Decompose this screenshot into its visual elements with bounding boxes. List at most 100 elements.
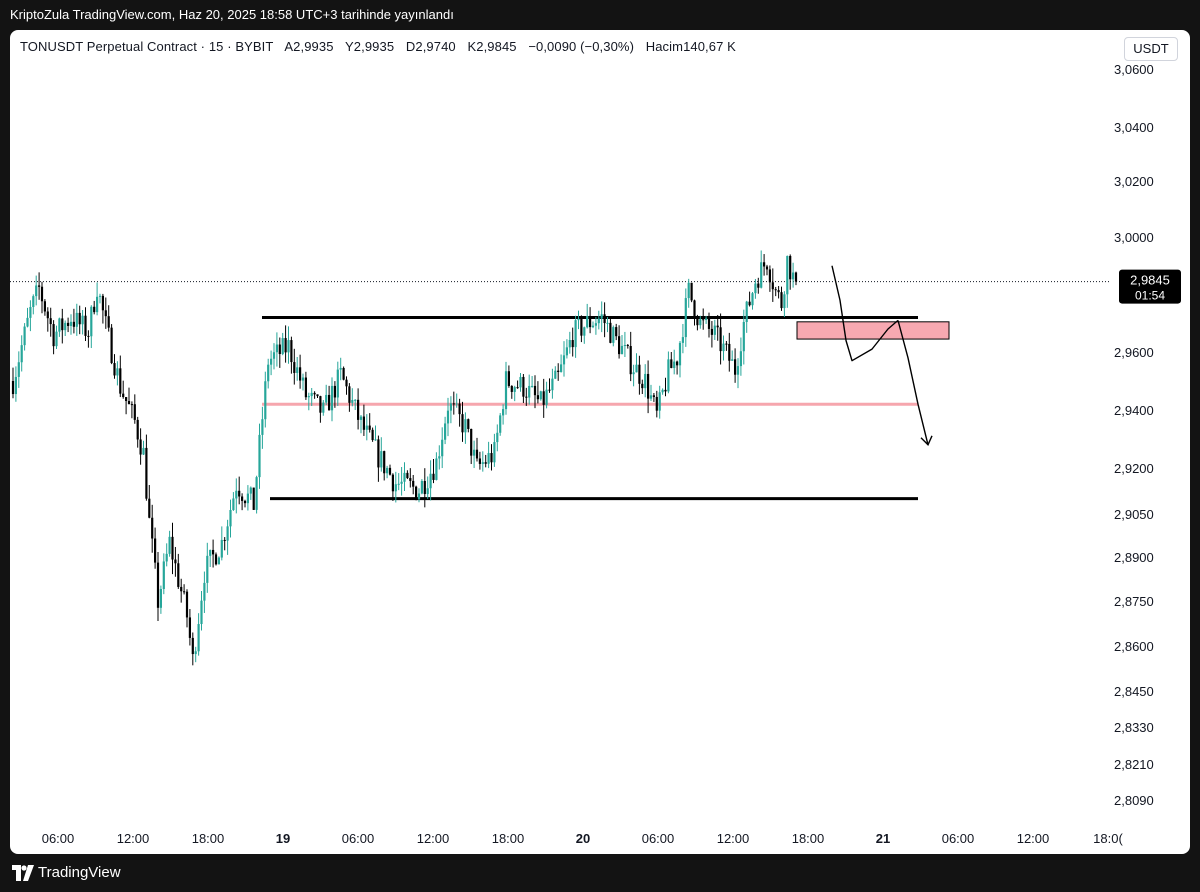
candle-body bbox=[203, 582, 206, 601]
candle-body bbox=[777, 290, 780, 293]
candle-body bbox=[771, 282, 774, 290]
candle-body bbox=[699, 319, 702, 326]
candle-body bbox=[426, 488, 429, 495]
candle-body bbox=[667, 359, 670, 392]
candle-body bbox=[258, 434, 261, 478]
candle-body bbox=[98, 295, 102, 297]
footer-brand[interactable]: TradingView bbox=[38, 864, 121, 881]
time-axis-label: 12:00 bbox=[717, 831, 750, 846]
candle-body bbox=[748, 301, 751, 306]
candle-body bbox=[90, 306, 93, 337]
candle-body bbox=[368, 425, 371, 430]
candle-body bbox=[525, 396, 528, 398]
candle-body bbox=[757, 283, 760, 288]
price-chart[interactable]: 06:00 12:00 18:00 19 06:00 12:00 18:00 20 06:00 1… bbox=[10, 30, 1190, 854]
candle-body bbox=[249, 487, 252, 494]
candle-body bbox=[107, 316, 110, 328]
candle-body bbox=[162, 561, 165, 590]
candle-body bbox=[719, 327, 722, 352]
candle-body bbox=[780, 292, 783, 309]
candle-body bbox=[626, 345, 629, 347]
time-axis-label: 12:00 bbox=[117, 831, 150, 846]
candle-body bbox=[177, 563, 180, 587]
candle-body bbox=[635, 364, 638, 373]
candle-body bbox=[156, 562, 160, 608]
candle-body bbox=[519, 376, 522, 388]
candle-body bbox=[333, 385, 336, 398]
close-value: K2,9845 bbox=[467, 39, 517, 54]
candle-body bbox=[571, 340, 574, 348]
open-value: A2,9935 bbox=[284, 39, 334, 54]
candle-body bbox=[130, 404, 133, 406]
candle-body bbox=[214, 554, 218, 565]
candle-body bbox=[217, 557, 220, 565]
candle-body bbox=[438, 456, 441, 459]
candle-body bbox=[238, 490, 241, 497]
candle-body bbox=[507, 371, 510, 386]
candle-body bbox=[113, 363, 116, 376]
candle-body bbox=[220, 539, 223, 558]
high-value: Y2,9935 bbox=[345, 39, 395, 54]
candle-body bbox=[473, 449, 476, 456]
candle-body bbox=[678, 342, 682, 366]
change-value: −0,0090 (−0,30%) bbox=[528, 39, 635, 54]
candle-body bbox=[64, 322, 67, 331]
candle-body bbox=[676, 361, 679, 366]
currency-button[interactable]: USDT bbox=[1124, 37, 1178, 61]
price-axis-label: 3,0400 bbox=[1114, 120, 1154, 135]
candle-body bbox=[14, 376, 17, 395]
candle-body bbox=[554, 370, 557, 379]
candle-body bbox=[61, 318, 64, 331]
candle-body bbox=[652, 395, 655, 397]
candle-body bbox=[11, 381, 15, 395]
candle-body bbox=[551, 378, 554, 391]
candle-body bbox=[591, 325, 595, 328]
candle-body bbox=[212, 549, 215, 555]
candle-body bbox=[481, 462, 484, 464]
candle-body bbox=[374, 439, 377, 441]
candle-body bbox=[763, 262, 766, 267]
candle-body bbox=[464, 419, 467, 433]
candle-body bbox=[255, 477, 258, 510]
candle-body bbox=[632, 372, 635, 375]
candle-body bbox=[707, 318, 711, 329]
tradingview-logo-icon[interactable] bbox=[12, 865, 34, 881]
candle-body bbox=[615, 327, 618, 337]
candle-body bbox=[362, 416, 365, 430]
price-tag-value: 2,9845 bbox=[1130, 273, 1170, 288]
candle-body bbox=[655, 396, 658, 411]
candle-body bbox=[684, 298, 687, 338]
candle-body bbox=[589, 315, 592, 328]
candle-body bbox=[609, 322, 612, 343]
candle-body bbox=[133, 404, 136, 420]
candle-body bbox=[241, 496, 244, 501]
candle-body bbox=[339, 367, 342, 370]
candle-body bbox=[583, 327, 586, 336]
candle-body bbox=[716, 325, 719, 328]
symbol-title[interactable]: TONUSDT Perpetual Contract · 15 · BYBIT bbox=[20, 39, 274, 54]
candle-body bbox=[713, 325, 716, 335]
candle-body bbox=[261, 419, 264, 435]
candle-body bbox=[40, 286, 44, 302]
candle-body bbox=[496, 432, 499, 443]
candle-body bbox=[586, 315, 589, 328]
candle-body bbox=[197, 624, 200, 652]
candle-body bbox=[774, 289, 777, 291]
candle-body bbox=[174, 559, 177, 564]
candle-body bbox=[629, 346, 632, 375]
candle-body bbox=[293, 362, 296, 373]
candle-body bbox=[693, 300, 696, 319]
candle-body bbox=[760, 262, 763, 288]
candle-body bbox=[75, 312, 78, 327]
candle-body bbox=[104, 310, 107, 317]
candle-body bbox=[145, 447, 148, 499]
candle-body bbox=[467, 419, 470, 429]
candle-body bbox=[159, 589, 162, 608]
candle-body bbox=[487, 453, 490, 464]
candle-body bbox=[229, 510, 232, 527]
scenario-path bbox=[831, 265, 899, 362]
candle-body bbox=[87, 335, 90, 337]
candle-body bbox=[444, 423, 447, 440]
candle-body bbox=[446, 410, 450, 424]
candle-body bbox=[23, 326, 26, 346]
